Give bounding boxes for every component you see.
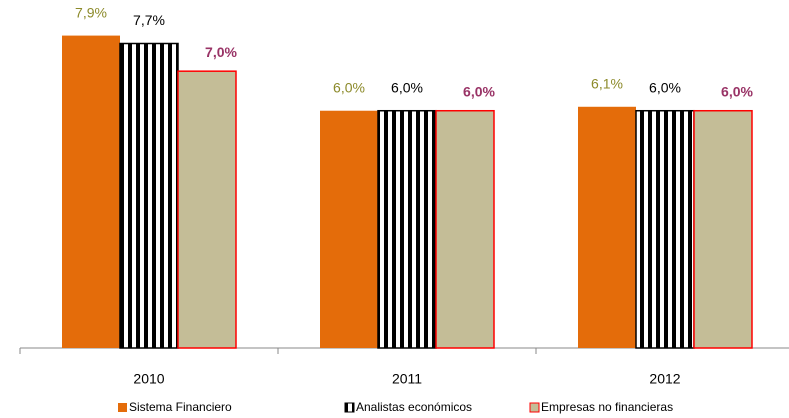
legend-swatch <box>529 402 540 413</box>
value-label: 7,0% <box>205 44 237 60</box>
value-label: 6,0% <box>463 83 495 99</box>
value-label: 7,9% <box>75 4 107 20</box>
value-label: 6,0% <box>721 83 753 99</box>
value-label: 6,1% <box>591 75 623 91</box>
x-tick-label: 2011 <box>392 371 422 387</box>
bar <box>119 42 179 349</box>
legend-swatch <box>344 402 355 413</box>
x-tick-label: 2012 <box>649 371 680 387</box>
value-label: 6,0% <box>333 79 365 95</box>
bar <box>578 106 636 348</box>
legend-swatch <box>118 403 127 412</box>
value-label: 6,0% <box>649 79 681 95</box>
bar <box>62 35 120 348</box>
bar <box>177 70 237 349</box>
bar <box>693 109 753 349</box>
bar <box>320 110 378 349</box>
bar <box>377 109 437 349</box>
value-label: 7,7% <box>133 12 165 28</box>
bar <box>635 109 695 349</box>
legend-label: Empresas no financieras <box>541 400 673 414</box>
legend-label: Sistema Financiero <box>129 400 232 414</box>
bar <box>435 109 495 349</box>
x-tick-label: 2010 <box>133 371 164 387</box>
legend-label: Analistas económicos <box>356 400 472 414</box>
value-label: 6,0% <box>391 79 423 95</box>
